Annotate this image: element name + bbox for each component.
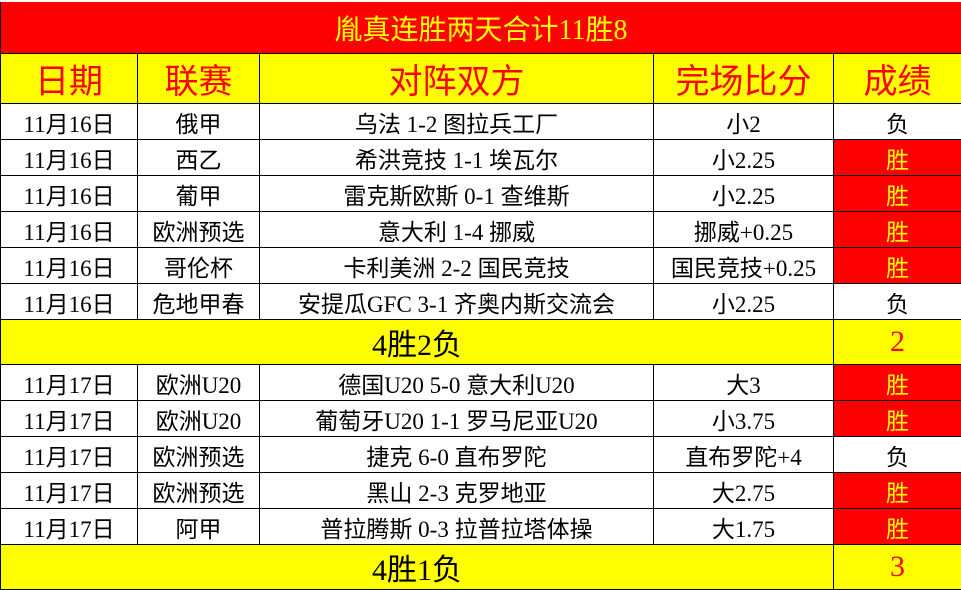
header-row: 日期 联赛 对阵双方 完场比分 成绩: [1, 54, 961, 104]
match-cell: 普拉腾斯 0-3 拉普拉塔体操: [260, 509, 654, 545]
result-cell: 胜: [834, 473, 961, 509]
match-cell: 安提瓜GFC 3-1 齐奥内斯交流会: [260, 284, 654, 320]
header-date: 日期: [1, 54, 138, 104]
summary-count: 3: [834, 545, 961, 590]
header-league: 联赛: [138, 54, 260, 104]
date-cell: 11月17日: [1, 365, 138, 401]
score-cell: 小2.25: [654, 284, 834, 320]
league-cell: 俄甲: [138, 104, 260, 140]
score-cell: 直布罗陀+4: [654, 437, 834, 473]
score-cell: 小2: [654, 104, 834, 140]
match-cell: 卡利美洲 2-2 国民竞技: [260, 248, 654, 284]
date-cell: 11月17日: [1, 401, 138, 437]
score-cell: 大1.75: [654, 509, 834, 545]
league-cell: 欧洲预选: [138, 212, 260, 248]
match-cell: 希洪竞技 1-1 埃瓦尔: [260, 140, 654, 176]
result-cell: 胜: [834, 140, 961, 176]
league-cell: 葡甲: [138, 176, 260, 212]
match-cell: 雷克斯欧斯 0-1 查维斯: [260, 176, 654, 212]
league-cell: 欧洲U20: [138, 365, 260, 401]
score-cell: 挪威+0.25: [654, 212, 834, 248]
date-cell: 11月16日: [1, 284, 138, 320]
title-row: 胤真连胜两天合计11胜8: [1, 1, 961, 54]
summary-text: 4胜1负: [1, 545, 834, 590]
result-cell: 负: [834, 284, 961, 320]
score-cell: 小2.25: [654, 176, 834, 212]
score-cell: 小3.75: [654, 401, 834, 437]
league-cell: 欧洲预选: [138, 473, 260, 509]
summary-text: 4胜2负: [1, 320, 834, 365]
header-match: 对阵双方: [260, 54, 654, 104]
result-cell: 负: [834, 437, 961, 473]
league-cell: 哥伦杯: [138, 248, 260, 284]
date-cell: 11月16日: [1, 140, 138, 176]
result-cell: 胜: [834, 248, 961, 284]
date-cell: 11月16日: [1, 248, 138, 284]
match-cell: 葡萄牙U20 1-1 罗马尼亚U20: [260, 401, 654, 437]
date-cell: 11月16日: [1, 104, 138, 140]
header-result: 成绩: [834, 54, 961, 104]
date-cell: 11月16日: [1, 212, 138, 248]
table-title: 胤真连胜两天合计11胜8: [1, 1, 961, 54]
match-cell: 乌法 1-2 图拉兵工厂: [260, 104, 654, 140]
result-cell: 胜: [834, 401, 961, 437]
result-cell: 胜: [834, 176, 961, 212]
score-cell: 国民竞技+0.25: [654, 248, 834, 284]
summary-count: 2: [834, 320, 961, 365]
league-cell: 阿甲: [138, 509, 260, 545]
result-cell: 胜: [834, 509, 961, 545]
date-cell: 11月17日: [1, 473, 138, 509]
match-cell: 黑山 2-3 克罗地亚: [260, 473, 654, 509]
league-cell: 欧洲U20: [138, 401, 260, 437]
league-cell: 欧洲预选: [138, 437, 260, 473]
match-cell: 意大利 1-4 挪威: [260, 212, 654, 248]
result-cell: 胜: [834, 212, 961, 248]
result-cell: 负: [834, 104, 961, 140]
league-cell: 危地甲春: [138, 284, 260, 320]
score-cell: 大3: [654, 365, 834, 401]
match-cell: 德国U20 5-0 意大利U20: [260, 365, 654, 401]
match-cell: 捷克 6-0 直布罗陀: [260, 437, 654, 473]
date-cell: 11月17日: [1, 437, 138, 473]
date-cell: 11月16日: [1, 176, 138, 212]
score-cell: 小2.25: [654, 140, 834, 176]
score-cell: 大2.75: [654, 473, 834, 509]
result-cell: 胜: [834, 365, 961, 401]
date-cell: 11月17日: [1, 509, 138, 545]
header-score: 完场比分: [654, 54, 834, 104]
league-cell: 西乙: [138, 140, 260, 176]
